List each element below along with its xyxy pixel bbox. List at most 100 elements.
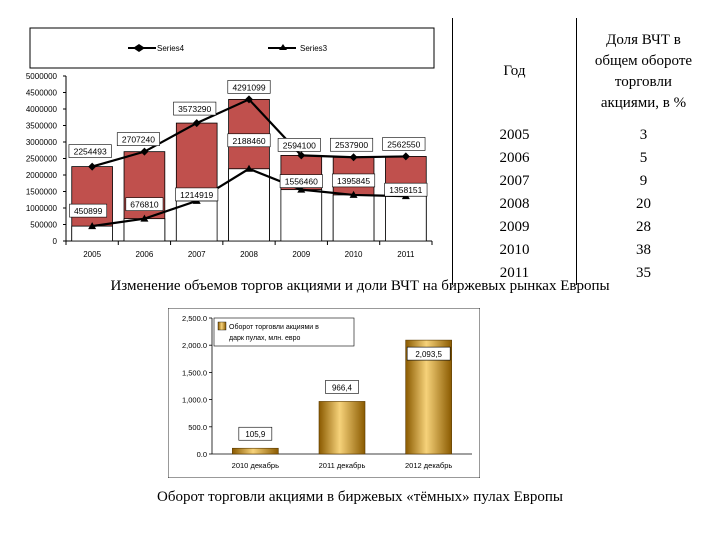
data-label-series3: 676810	[130, 200, 159, 210]
y-tick-label: 3000000	[26, 138, 58, 147]
y-tick-label: 2,500.0	[182, 314, 207, 323]
legend-marker-series4	[133, 44, 145, 52]
table-cell-share: 3	[575, 124, 710, 147]
bar-series3	[385, 195, 427, 242]
data-label-series3-box	[384, 182, 428, 197]
data-label-series3-box	[175, 187, 219, 202]
chart2-legend-label: дарк пулах, млн. евро	[229, 335, 301, 342]
legend-label-series4: Series4	[157, 44, 185, 53]
bar-series3	[228, 168, 270, 242]
data-label-series4: 3573290	[178, 104, 211, 114]
y-tick-label: 1,500.0	[182, 368, 207, 377]
legend-marker-series3	[279, 44, 287, 50]
table-row: 2006 5	[452, 147, 710, 170]
data-label-series3: 2188460	[232, 136, 265, 146]
marker-series4	[140, 147, 149, 156]
chart-dark-pool-turnover: 2,500.0 2,000.0 1,500.0 1,000.0 500.0 0.0 2010…	[168, 308, 480, 478]
x-tick-label: 2005	[83, 250, 101, 259]
y-tick-label: 1500000	[26, 188, 58, 197]
chart2-caption: Оборот торговли акциями в биржевых «тёмн…	[157, 489, 563, 505]
table-row: 2010 38	[452, 239, 710, 262]
y-tick-label: 2500000	[26, 155, 58, 164]
marker-series4	[245, 95, 253, 104]
y-tick-label: 4500000	[26, 89, 58, 98]
y-tick-label: 2000000	[26, 171, 58, 180]
data-label-series3-box	[125, 197, 164, 211]
header-share: Доля ВЧТ в общем обороте торговли акциям…	[575, 18, 710, 124]
marker-series3	[88, 222, 97, 230]
data-label-series4-box	[227, 80, 271, 94]
table-row: 2009 28	[452, 216, 710, 239]
bar-series3	[175, 200, 218, 242]
data-label-series4-box	[330, 137, 374, 152]
x-tick-label: 2009	[292, 250, 310, 259]
data-label-series4-box	[277, 138, 321, 152]
x-tick-label: 2011	[397, 250, 415, 259]
data-label-series3-box	[279, 174, 323, 188]
header-share-line: общем обороте	[594, 53, 693, 69]
x-tick-label: 2008	[240, 250, 258, 259]
data-label: 966,4	[332, 383, 353, 392]
x-tick-label: 2006	[136, 250, 154, 259]
data-label-series4: 2254493	[74, 147, 107, 157]
marker-series3	[245, 164, 253, 172]
data-label-series4-box	[173, 101, 217, 116]
data-label-series3: 1214919	[180, 190, 213, 200]
table-cell-year: 2005	[452, 124, 577, 147]
data-label-series4: 2594100	[283, 140, 316, 150]
legend-label-series3: Series3	[300, 44, 328, 53]
marker-series4	[192, 119, 201, 128]
data-label-series4-box	[68, 144, 112, 158]
table-header-row: Год Доля ВЧТ в общем обороте торговли ак…	[452, 18, 710, 124]
header-share-line: Доля ВЧТ в	[606, 32, 681, 48]
data-label: 105,9	[245, 430, 266, 439]
marker-series3	[349, 190, 358, 198]
chart1-bars	[71, 98, 427, 242]
data-label-series4: 2562550	[387, 139, 420, 149]
data-label-series3: 1358151	[389, 185, 422, 195]
table-cell-year: 2009	[452, 216, 577, 239]
header-share-line: торговли	[614, 74, 672, 90]
data-label-series3: 1395845	[337, 176, 370, 186]
chart2-data-labels: 105,9 966,4 2,093,5	[238, 346, 451, 441]
y-tick-label: 500000	[30, 221, 57, 230]
bar-dark-pool	[232, 447, 279, 455]
header-share-line: акциями, в %	[600, 95, 687, 111]
chart1-caption: Изменение объемов торгов акциями и доли …	[110, 278, 610, 294]
share-table: Год Доля ВЧТ в общем обороте торговли ак…	[452, 18, 710, 285]
data-label-series3: 450899	[74, 206, 103, 216]
x-tick-label: 2012 декабрь	[405, 461, 452, 470]
data-label-series3-box	[332, 173, 376, 188]
table-cell-year: 2008	[452, 193, 577, 216]
table-cell-share: 35	[575, 262, 710, 285]
chart2-legend-swatch	[217, 321, 227, 331]
chart2-legend-label: Оборот торговли акциями в	[229, 323, 319, 331]
chart2-legend-box	[213, 317, 355, 347]
chart1-data-labels: 2254493 2707240 3573290 4291099 2594100 25379…	[68, 80, 428, 218]
y-tick-label: 3500000	[26, 122, 58, 131]
table-row: 2008 20	[452, 193, 710, 216]
data-label-box	[238, 426, 273, 441]
y-tick-label: 0.0	[197, 450, 207, 459]
data-label-series3-box	[227, 133, 271, 148]
data-label-series4-box	[382, 137, 426, 151]
y-tick-label: 1,000.0	[182, 396, 207, 405]
marker-series3	[297, 185, 306, 193]
table-cell-share: 9	[575, 170, 710, 193]
data-label-box	[406, 346, 451, 361]
legend-box	[29, 27, 435, 69]
table-cell-year: 2007	[452, 170, 577, 193]
data-label-series3: 1556460	[285, 177, 318, 187]
marker-series4	[349, 153, 358, 162]
x-tick-label: 2010 декабрь	[232, 461, 279, 470]
table-cell-year: 2011	[452, 262, 577, 285]
bar-series3	[280, 189, 323, 242]
marker-series3	[140, 214, 149, 222]
table-cell-year: 2006	[452, 147, 577, 170]
data-label-series4: 4291099	[232, 82, 265, 92]
data-label-series3-box	[69, 203, 108, 218]
header-year: Год	[452, 18, 577, 124]
y-tick-label: 5000000	[26, 72, 58, 81]
data-label-series4: 2707240	[122, 135, 155, 145]
data-label: 2,093,5	[415, 350, 442, 359]
